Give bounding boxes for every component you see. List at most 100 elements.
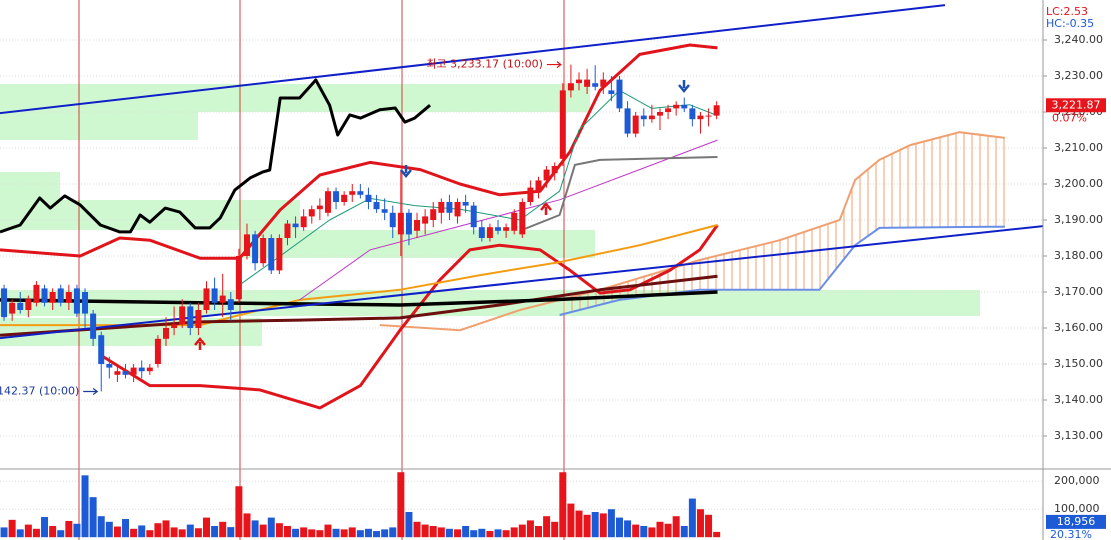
volume-bar <box>688 498 696 538</box>
signal-arrow <box>400 165 412 178</box>
candle-body <box>349 191 356 195</box>
volume-bar <box>575 510 583 538</box>
candle-body <box>41 288 48 303</box>
volume-bar <box>624 520 632 538</box>
volume-bar <box>421 524 429 538</box>
volume-bar <box>65 520 73 538</box>
candle-body <box>543 169 550 181</box>
candle-body <box>430 209 437 220</box>
last-price: 3,221.87 <box>1052 98 1101 111</box>
overlays <box>0 4 1044 410</box>
volume-bar <box>510 527 518 538</box>
candle-body <box>624 108 631 134</box>
candle-body <box>648 115 655 120</box>
volume-bar <box>170 527 178 538</box>
volume-bar <box>632 524 640 538</box>
volume-bar <box>364 528 372 538</box>
candle-body <box>49 291 56 303</box>
volume-bar <box>178 529 186 538</box>
volume-bar <box>202 517 210 538</box>
candle-body <box>260 237 267 264</box>
volume-bar <box>162 520 170 538</box>
candle-body <box>495 227 502 231</box>
high-label: 최고 3,233.17 (10:00) <box>426 58 543 71</box>
y-tick-label: 3,240.00 <box>1054 33 1103 46</box>
candle-body <box>438 201 445 213</box>
cloud-span <box>379 131 1006 332</box>
indicator-line <box>0 43 718 260</box>
zone <box>0 112 198 140</box>
y-tick-label: 3,130.00 <box>1054 429 1103 442</box>
candle-body <box>211 288 218 303</box>
volume-bar <box>227 527 235 538</box>
candle-body <box>697 115 704 120</box>
indicator-line <box>299 139 718 301</box>
candle-body <box>584 79 591 87</box>
y-tick-label: 3,200.00 <box>1054 177 1103 190</box>
volume-bar <box>219 521 227 538</box>
volume-bar <box>97 516 105 538</box>
volume-bar <box>356 530 364 538</box>
volume-bar <box>89 497 97 538</box>
indicator-line <box>0 4 946 115</box>
candle-body <box>373 201 380 210</box>
volume-bar <box>138 525 146 538</box>
y-tick-label: 3,180.00 <box>1054 249 1103 262</box>
volume-bar <box>8 519 16 538</box>
candle-body <box>90 313 97 339</box>
candle-body <box>73 288 80 314</box>
zone <box>0 200 300 230</box>
volume-bar <box>462 526 470 538</box>
candle-body <box>551 165 558 174</box>
volume-bar <box>251 520 259 538</box>
volume-bar <box>340 529 348 538</box>
low-arrow <box>83 387 99 395</box>
zone <box>0 172 60 200</box>
candle-body <box>640 115 647 120</box>
volume-bar <box>713 531 721 538</box>
y-tick-label: 3,190.00 <box>1054 213 1103 226</box>
candle-body <box>114 371 121 375</box>
candle-body <box>486 227 493 238</box>
candle-body <box>17 302 24 310</box>
candle-body <box>632 115 639 134</box>
candle-body <box>511 212 518 231</box>
volume-bar <box>41 517 49 538</box>
volume-bar <box>73 523 81 538</box>
candle-body <box>146 367 153 372</box>
candle-body <box>187 306 194 328</box>
volume-bar <box>324 524 332 538</box>
candle-body <box>276 237 283 271</box>
candle-body <box>9 302 16 314</box>
signals <box>194 80 690 350</box>
volume-bar <box>437 527 445 538</box>
volume-bar <box>0 527 8 538</box>
candle-body <box>705 115 712 117</box>
cloud <box>379 131 1006 332</box>
y-tick-label: 3,210.00 <box>1054 141 1103 154</box>
volume-bar <box>32 528 40 538</box>
volume-bar <box>113 526 121 538</box>
change-label: 0.07% <box>1052 111 1087 124</box>
volume-bar <box>283 526 291 538</box>
volume-bar <box>154 523 162 538</box>
candle-body <box>478 227 485 238</box>
candle-body <box>535 180 542 192</box>
candle-body <box>689 108 696 120</box>
candle-body <box>600 79 607 87</box>
indicator-line <box>0 78 431 234</box>
candle-body <box>235 255 242 300</box>
candle-body <box>462 201 469 206</box>
candle-body <box>300 216 307 228</box>
volume-bar <box>381 529 389 538</box>
volume-bar <box>551 521 559 538</box>
candle-body <box>163 327 170 339</box>
volume-bar <box>243 513 251 538</box>
candle-body <box>527 187 534 202</box>
candle-body <box>357 191 364 195</box>
volume-bar <box>316 530 324 538</box>
last-volume: 18,956 <box>1057 515 1096 528</box>
volume-bar <box>429 526 437 538</box>
candle-body <box>592 83 599 87</box>
